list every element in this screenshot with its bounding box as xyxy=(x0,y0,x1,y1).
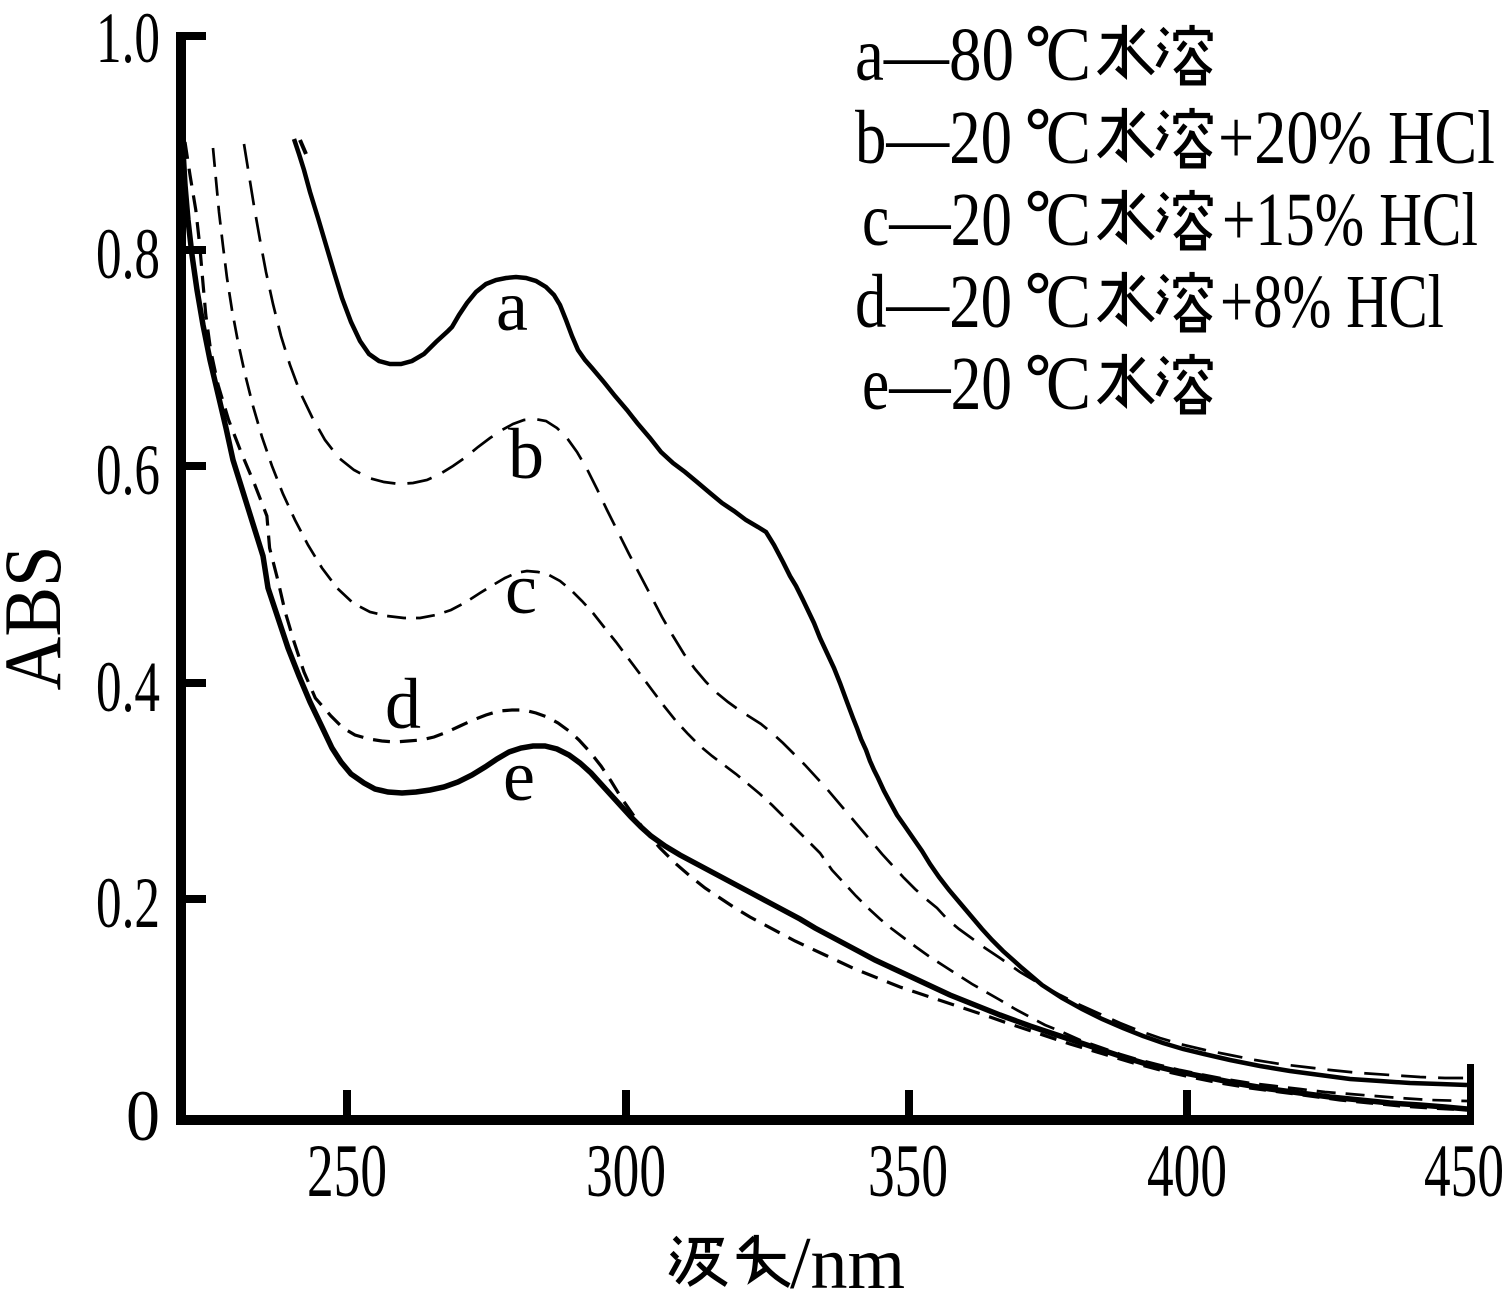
svg-text:b—20: b—20 xyxy=(855,96,1012,180)
svg-text:0.8: 0.8 xyxy=(96,214,160,294)
svg-text:C: C xyxy=(1046,342,1091,426)
svg-text:C: C xyxy=(1046,13,1091,97)
svg-text:c: c xyxy=(505,549,537,629)
svg-text:+20% HCl: +20% HCl xyxy=(1218,96,1495,180)
svg-text:1.0: 1.0 xyxy=(96,0,160,78)
svg-text:a: a xyxy=(496,266,528,346)
svg-text:400: 400 xyxy=(1147,1130,1227,1213)
svg-text:a—80: a—80 xyxy=(855,13,1014,97)
svg-text:250: 250 xyxy=(307,1130,387,1213)
svg-text:C: C xyxy=(1046,96,1091,180)
svg-text:C: C xyxy=(1046,260,1091,344)
svg-text:/nm: /nm xyxy=(790,1223,905,1299)
svg-text:d—20: d—20 xyxy=(855,260,1012,344)
svg-text:ABS: ABS xyxy=(0,546,78,691)
svg-text:0.4: 0.4 xyxy=(96,647,160,727)
svg-text:0.6: 0.6 xyxy=(96,430,160,510)
svg-text:450: 450 xyxy=(1424,1130,1504,1213)
svg-text:c—20: c—20 xyxy=(862,178,1012,262)
svg-text:350: 350 xyxy=(868,1130,948,1213)
svg-text:C: C xyxy=(1046,178,1091,262)
svg-text:+8% HCl: +8% HCl xyxy=(1220,260,1444,344)
svg-text:0: 0 xyxy=(126,1076,160,1156)
svg-text:d: d xyxy=(385,664,421,744)
svg-text:e—20: e—20 xyxy=(862,342,1012,426)
svg-text:b: b xyxy=(508,414,544,494)
svg-text:300: 300 xyxy=(586,1130,666,1213)
svg-text:+15% HCl: +15% HCl xyxy=(1222,178,1478,262)
svg-text:e: e xyxy=(503,736,535,816)
svg-text:0.2: 0.2 xyxy=(96,863,160,943)
